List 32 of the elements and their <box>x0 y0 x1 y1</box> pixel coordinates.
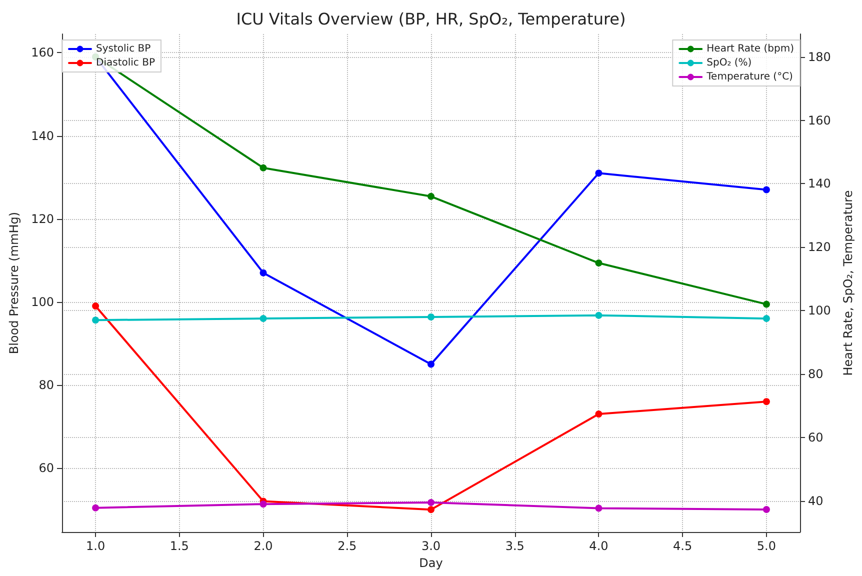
y2-tick-label: 120 <box>808 240 831 254</box>
legend-label: Systolic BP <box>96 44 151 54</box>
x-tick-label: 1.5 <box>170 539 189 553</box>
y-tick-label: 140 <box>31 128 54 143</box>
x-tick-label: 3.5 <box>505 539 524 553</box>
y2-axis-title: Heart Rate, SpO₂, Temperature <box>841 190 855 376</box>
x-tick-label: 4.5 <box>673 539 692 553</box>
y2-tick-label: 160 <box>808 113 831 128</box>
legend-label: SpO₂ (%) <box>706 58 752 68</box>
chart-title: ICU Vitals Overview (BP, HR, SpO₂, Temperature) <box>236 10 626 28</box>
y2-tick-label: 180 <box>808 50 831 64</box>
x-tick-label: 5.0 <box>756 539 776 553</box>
x-tick-label: 3.0 <box>421 539 441 553</box>
y-tick-label: 120 <box>31 212 54 226</box>
y-tick-label: 80 <box>38 378 54 392</box>
x-axis-title: Day <box>419 556 443 570</box>
y2-tick-label: 100 <box>808 304 831 318</box>
y2-tick-label: 140 <box>808 176 831 191</box>
x-tick-label: 2.0 <box>254 539 273 553</box>
y-tick-label: 100 <box>31 294 54 309</box>
x-tick-label: 2.5 <box>338 539 357 553</box>
y2-tick-label: 60 <box>808 430 824 444</box>
x-tick-label: 4.0 <box>589 539 608 553</box>
y-tick-label: 160 <box>31 46 54 60</box>
y-axis-title: Blood Pressure (mmHg) <box>7 212 21 354</box>
legend-label: Diastolic BP <box>96 58 155 68</box>
legend-label: Temperature (°C) <box>706 72 794 82</box>
y-tick-label: 60 <box>38 461 54 476</box>
y2-tick-label: 40 <box>808 494 824 508</box>
legend-label: Heart Rate (bpm) <box>706 44 794 54</box>
x-tick-label: 1.0 <box>86 539 106 553</box>
y2-tick-label: 80 <box>808 367 824 382</box>
